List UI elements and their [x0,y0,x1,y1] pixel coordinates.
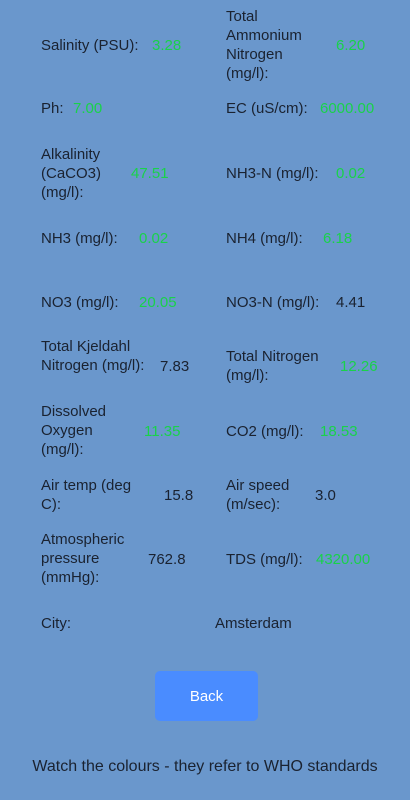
co2-label: CO2 (mg/l): [226,422,304,440]
no3n-value: 4.41 [336,293,366,311]
nh3-value: 0.02 [139,229,169,247]
airspeed-label: Air speed (m/sec): [226,477,290,513]
nh3n-value: 0.02 [336,164,366,182]
ph-value: 7.00 [73,99,103,117]
tds-label: TDS (mg/l): [226,550,303,568]
nh4-label: NH4 (mg/l): [226,229,303,247]
no3-label: NO3 (mg/l): [41,293,119,311]
tan-label: Total Ammonium Nitrogen (mg/l): [226,8,302,82]
who-standards-note: Watch the colours - they refer to WHO st… [32,758,378,775]
back-button[interactable]: Back [155,671,258,721]
do-label: Dissolved Oxygen (mg/l): [41,403,107,458]
city-label: City: [41,614,71,632]
tkn-value: 7.83 [160,357,190,375]
do-value: 11.35 [144,422,181,440]
alkalinity-value: 47.51 [131,164,169,182]
airspeed-value: 3.0 [315,486,336,504]
salinity-value: 3.28 [152,36,182,54]
co2-value: 18.53 [320,422,358,440]
tn-value: 12.26 [340,357,378,375]
tkn-label: Total Kjeldahl Nitrogen (mg/l): [41,338,145,374]
airtemp-value: 15.8 [164,486,194,504]
salinity-label: Salinity (PSU): [41,36,139,54]
pressure-label: Atmospheric pressure (mmHg): [41,531,125,586]
alkalinity-label: Alkalinity (CaCO3) (mg/l): [41,146,102,201]
tds-value: 4320.00 [316,550,371,568]
pressure-value: 762.8 [148,550,186,568]
no3n-label: NO3-N (mg/l): [226,293,320,311]
nh3n-label: NH3-N (mg/l): [226,164,319,182]
no3-value: 20.05 [139,293,177,311]
salinity-reading: Salinity (PSU): [41,35,139,55]
tan-value: 6.20 [336,36,366,54]
city-value: Amsterdam [215,614,292,632]
nh3-label: NH3 (mg/l): [41,229,118,247]
tn-label: Total Nitrogen (mg/l): [226,348,319,384]
tan-reading: Total Ammonium Nitrogen (mg/l): [226,7,316,83]
ph-label: Ph: [41,99,64,117]
nh4-value: 6.18 [323,229,353,247]
airtemp-label: Air temp (deg C): [41,477,132,513]
ec-label: EC (uS/cm): [226,99,308,117]
ec-value: 6000.00 [320,99,375,117]
